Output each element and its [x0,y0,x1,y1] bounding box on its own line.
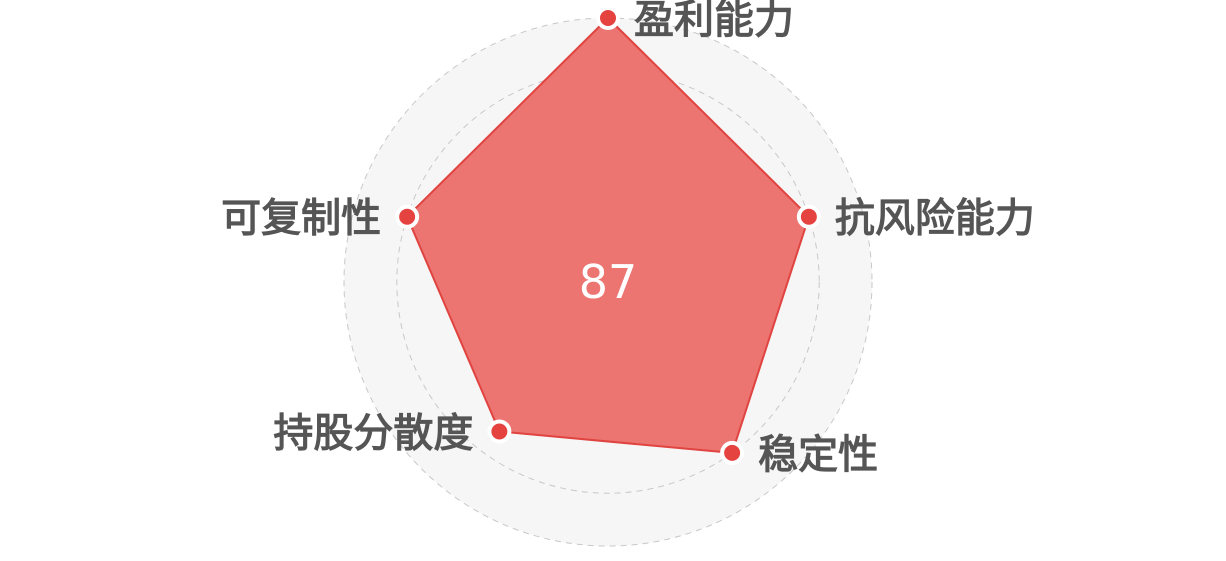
radar-data-point [720,440,745,465]
radar-data-point [596,6,620,30]
radar-axis-label: 抗风险能力 [835,196,1035,242]
center-score: 87 [579,255,638,309]
radar-data-point [395,204,420,229]
radar-axis-label: 持股分散度 [273,411,473,457]
radar-axis-label: 可复制性 [221,196,381,242]
radar-axis-label: 稳定性 [758,432,878,478]
radar-axis-label: 盈利能力 [634,0,794,43]
radar-data-point [487,419,512,444]
radar-data-point [796,204,821,229]
radar-points [395,6,821,465]
radar-area [406,17,810,454]
